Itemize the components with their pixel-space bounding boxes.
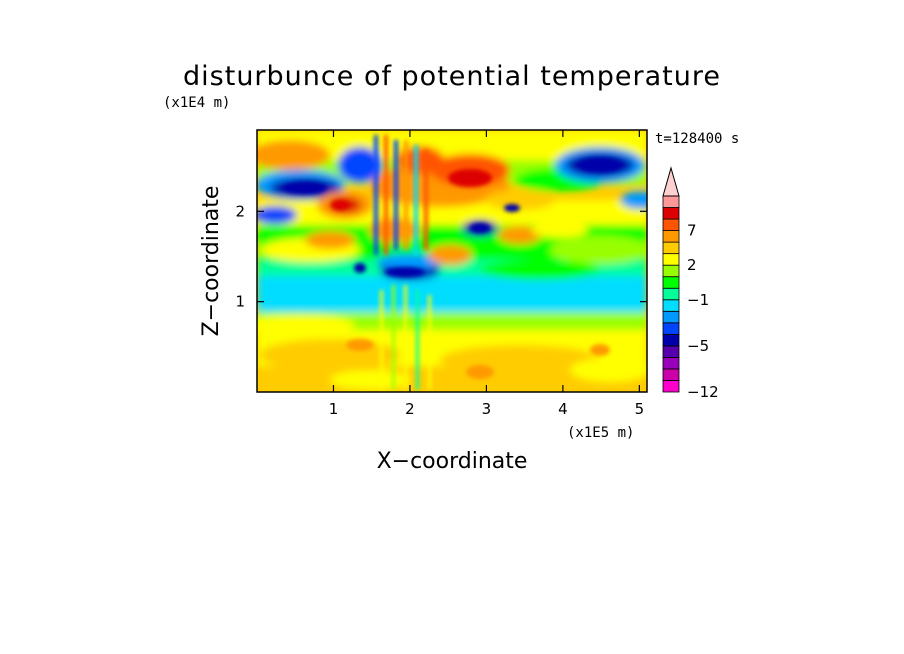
colorbar-tick-label: −1: [687, 291, 709, 309]
colorbar-tick-label: −12: [687, 383, 719, 401]
colorbar-tick-label: −5: [687, 337, 709, 355]
y-axis-label: Z−coordinate: [199, 186, 224, 337]
x-tick-label: 5: [635, 400, 645, 418]
colorbar-box: [662, 368, 680, 381]
plot-frame: [256, 129, 648, 393]
colorbar-box: [662, 241, 680, 255]
x-tick-label: 4: [558, 400, 568, 418]
time-label: t=128400 s: [655, 131, 739, 147]
chart-title: disturbunce of potential temperature: [183, 61, 721, 92]
colorbar-box: [662, 253, 680, 266]
colorbar-box: [662, 310, 680, 324]
colorbar-box: [662, 195, 680, 208]
colorbar-tick-label: 7: [687, 222, 697, 240]
colorbar-box: [662, 230, 680, 243]
colorbar-box: [662, 264, 680, 278]
y-tick-label: 1: [235, 293, 245, 311]
x-tick-label: 3: [482, 400, 492, 418]
colorbar-tick-label: 2: [687, 256, 697, 274]
x-scale-label: (x1E5 m): [567, 425, 634, 441]
colorbar: −12−5−127: [662, 166, 719, 401]
x-tick-label: 1: [329, 400, 339, 418]
colorbar-box: [662, 345, 680, 358]
colorbar-box: [662, 322, 680, 335]
x-tick-label: 2: [405, 400, 415, 418]
heatmap-field: [257, 130, 647, 392]
y-tick-label: 2: [235, 202, 245, 220]
colorbar-box: [662, 207, 680, 220]
colorbar-box: [662, 333, 680, 347]
colorbar-box: [662, 287, 680, 301]
colorbar-box: [662, 276, 680, 289]
y-ticks: 12: [235, 202, 647, 311]
colorbar-box: [662, 380, 680, 393]
x-axis-label: X−coordinate: [377, 449, 528, 474]
colorbar-box: [662, 218, 680, 231]
colorbar-box: [662, 357, 680, 370]
x-ticks: 1 2 3 4 5: [329, 130, 644, 418]
colorbar-extend-triangle: [662, 166, 680, 197]
colorbar-box: [662, 299, 680, 312]
y-scale-label: (x1E4 m): [163, 95, 230, 111]
